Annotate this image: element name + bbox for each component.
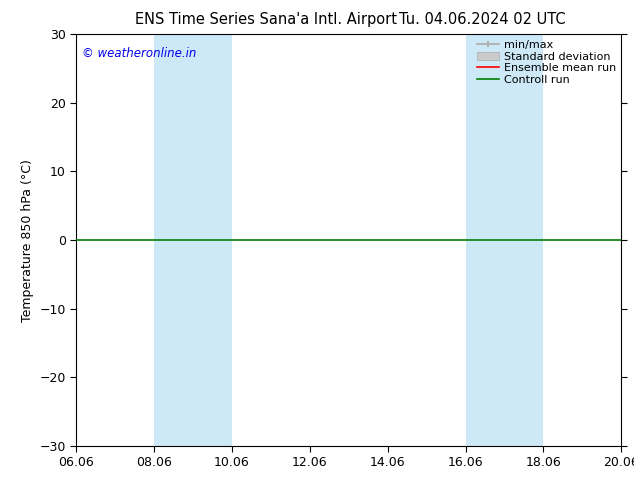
Text: Tu. 04.06.2024 02 UTC: Tu. 04.06.2024 02 UTC bbox=[399, 12, 565, 27]
Y-axis label: Temperature 850 hPa (°C): Temperature 850 hPa (°C) bbox=[21, 159, 34, 321]
Bar bbox=[154, 34, 232, 446]
Text: © weatheronline.in: © weatheronline.in bbox=[82, 47, 196, 60]
Bar bbox=[465, 34, 543, 446]
Text: ENS Time Series Sana'a Intl. Airport: ENS Time Series Sana'a Intl. Airport bbox=[135, 12, 398, 27]
Legend: min/max, Standard deviation, Ensemble mean run, Controll run: min/max, Standard deviation, Ensemble me… bbox=[475, 38, 618, 87]
